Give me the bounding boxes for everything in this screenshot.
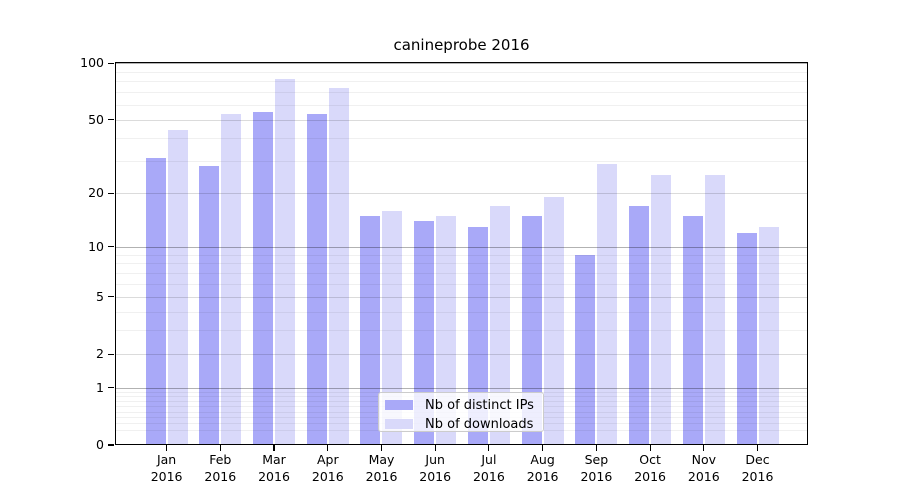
x-tick-mark [488,445,490,451]
bar-ips-may [360,215,381,445]
y-tick-label: 10 [88,238,104,254]
x-tick-label-jun: Jun 2016 [419,452,452,484]
bar-downloads-feb [221,113,242,445]
bar-ips-feb [199,166,220,445]
y-tick-label: 20 [88,185,104,201]
bar-ips-aug [521,215,542,445]
bar-ips-mar [253,112,274,445]
gridline-100 [115,63,808,65]
bar-ips-apr [306,113,327,445]
legend-item: Nb of downloads [379,416,543,432]
x-tick-mark [434,445,436,451]
x-tick-mark [703,445,705,451]
y-tick-label: 1 [96,379,104,395]
bar-downloads-jul [489,205,510,445]
bar-downloads-sep [597,163,618,445]
bar-ips-sep [575,254,596,445]
x-tick-label-aug: Aug 2016 [526,452,559,484]
y-tick-mark [108,353,114,355]
x-tick-label-apr: Apr 2016 [311,452,344,484]
y-tick-label: 0 [96,437,104,452]
bar-downloads-dec [758,226,779,445]
x-tick-label-jul: Jul 2016 [472,452,505,484]
bar-ips-nov [682,215,703,445]
legend-swatch [385,400,413,410]
x-tick-label-jan: Jan 2016 [150,452,183,484]
y-tick-mark [108,192,114,194]
legend-swatch [385,419,413,429]
x-tick-label-oct: Oct 2016 [634,452,666,484]
gridline-30 [115,160,808,162]
bar-downloads-jan [167,130,188,445]
bar-ips-dec [736,232,757,445]
x-tick-mark [595,445,597,451]
x-tick-mark [219,445,221,451]
bar-ips-jun [414,221,435,445]
x-tick-mark [273,445,275,451]
x-tick-label-mar: Mar 2016 [258,452,290,484]
y-tick-label: 5 [96,288,104,304]
gridline-60 [115,104,808,106]
x-tick-label-feb: Feb 2016 [204,452,237,484]
bar-downloads-apr [328,87,349,445]
bar-downloads-may [382,210,403,445]
x-tick-mark [649,445,651,451]
x-tick-mark [327,445,329,451]
bar-ips-oct [629,205,650,445]
bar-downloads-jun [436,215,457,445]
legend: Nb of distinct IPs Nb of downloads [378,392,544,432]
x-tick-mark [756,445,759,451]
y-tick-mark [108,387,114,389]
y-tick-label: 2 [96,346,104,362]
y-tick-label: 50 [88,111,104,127]
gridline-70 [115,92,808,94]
bar-downloads-oct [651,175,672,445]
bar-downloads-aug [543,197,564,445]
x-tick-mark [166,445,168,451]
x-tick-label-dec: Dec 2016 [741,452,774,484]
chart-title: canineprobe 2016 [393,36,530,54]
y-tick-label: 100 [80,55,104,71]
legend-item-label: Nb of downloads [425,416,534,432]
y-tick-mark [108,444,114,446]
x-tick-mark [380,445,383,451]
legend-item-label: Nb of distinct IPs [425,397,534,413]
bar-downloads-mar [275,79,296,445]
y-tick-mark [108,246,114,248]
legend-item: Nb of distinct IPs [379,397,543,413]
plot-area: Nb of distinct IPs Nb of downloads [115,62,808,445]
y-tick-mark [108,119,114,121]
x-tick-mark [542,445,544,451]
x-tick-label-nov: Nov 2016 [687,452,720,484]
bar-downloads-nov [704,175,725,445]
y-tick-mark [108,62,114,64]
gridline-90 [115,71,808,73]
x-tick-label-sep: Sep 2016 [580,452,613,484]
y-tick-mark [108,296,114,298]
gridline-50 [115,119,808,121]
bar-ips-jul [467,226,488,445]
bar-ips-jan [145,158,166,445]
gridline-80 [115,81,808,83]
gridline-40 [115,137,808,139]
x-tick-label-may: May 2016 [365,452,398,484]
